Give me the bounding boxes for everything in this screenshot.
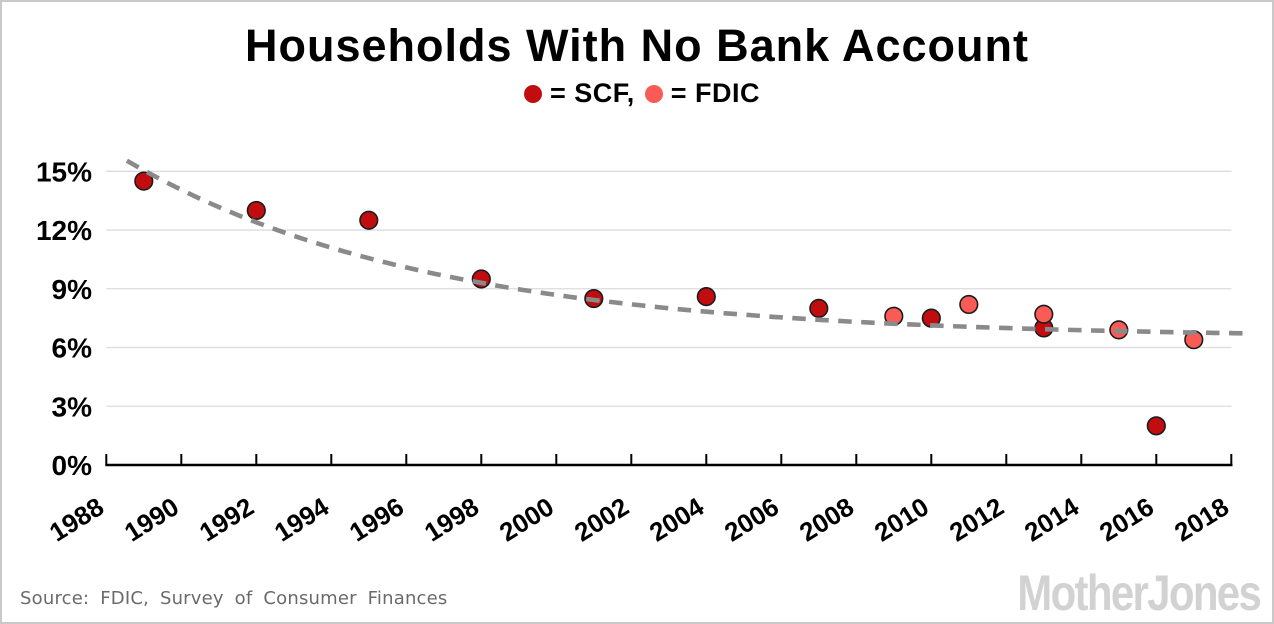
fdic-legend-label: = FDIC (670, 78, 761, 108)
fdic-legend-dot-icon (644, 84, 663, 103)
fdic-point-2013 (1034, 304, 1054, 324)
x-tick-label-2002: 2002 (569, 491, 634, 547)
x-tick-label-1990: 1990 (119, 491, 184, 547)
mother-jones-logo: MotherJones (1017, 565, 1262, 621)
scf-point-1995 (359, 210, 379, 230)
y-tick-label-6: 6% (52, 333, 93, 364)
y-tick-label-9: 9% (52, 274, 93, 305)
x-tick-label-2008: 2008 (794, 491, 859, 547)
fdic-point-2011 (959, 294, 979, 315)
x-tick-label-1996: 1996 (344, 491, 409, 547)
x-tick-label-2016: 2016 (1094, 491, 1159, 547)
x-tick-label-2010: 2010 (869, 491, 934, 547)
scf-legend-label: = SCF, (549, 78, 635, 108)
x-tick-label-2000: 2000 (494, 491, 559, 547)
scf-point-2007 (809, 298, 829, 318)
x-tick-label-2014: 2014 (1019, 491, 1084, 547)
x-tick-label-2006: 2006 (719, 491, 784, 547)
scf-point-2016 (1146, 416, 1166, 436)
scf-point-2004 (696, 287, 716, 307)
y-tick-label-15: 15% (36, 156, 92, 187)
y-tick-label-12: 12% (36, 215, 92, 246)
scf-legend-dot-icon (523, 84, 542, 103)
y-tick-label-3: 3% (52, 391, 93, 422)
source-credit: Source: FDIC, Survey of Consumer Finance… (20, 588, 448, 609)
scf-point-1989 (134, 171, 154, 191)
x-tick-label-1998: 1998 (419, 491, 484, 547)
scatter-chart: 0%3%6%9%12%15%1988 1990 1992 1994 1996 1998 20… (36, 156, 1243, 547)
scf-point-1992 (246, 200, 266, 221)
chart-title: Households With No Bank Account (245, 20, 1029, 71)
x-tick-label-1992: 1992 (194, 491, 259, 547)
chart-legend: = SCF, = FDIC (2, 78, 1272, 109)
x-tick-label-2004: 2004 (644, 491, 709, 547)
x-tick-label-1988: 1988 (44, 491, 109, 547)
y-tick-label-0: 0% (52, 450, 93, 481)
x-tick-label-1994: 1994 (269, 491, 334, 547)
x-tick-label-2012: 2012 (944, 491, 1009, 547)
x-tick-label-2018: 2018 (1169, 491, 1234, 547)
trend-line (125, 158, 1243, 336)
